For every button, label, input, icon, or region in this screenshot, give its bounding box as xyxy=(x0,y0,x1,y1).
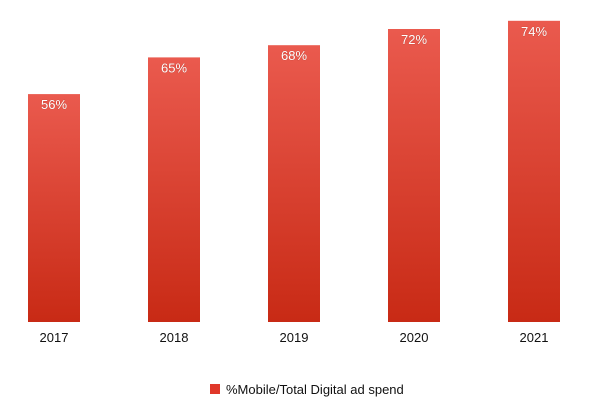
data-label-2021: 74% xyxy=(521,24,547,39)
bars-group xyxy=(28,20,560,323)
data-label-2018: 65% xyxy=(161,60,187,75)
x-tick-label-2017: 2017 xyxy=(40,330,69,345)
legend: %Mobile/Total Digital ad spend xyxy=(210,382,404,397)
bar-2018 xyxy=(148,57,200,323)
bar-2020 xyxy=(388,29,440,322)
bar-2021 xyxy=(508,20,560,323)
bar-2017 xyxy=(28,94,80,322)
data-label-2020: 72% xyxy=(401,32,427,47)
x-tick-label-2021: 2021 xyxy=(520,330,549,345)
data-label-2019: 68% xyxy=(281,48,307,63)
x-tick-label-2018: 2018 xyxy=(160,330,189,345)
data-labels-group: 56% 65% 68% 72% 74% xyxy=(41,23,548,112)
x-tick-label-2020: 2020 xyxy=(400,330,429,345)
bar-2019 xyxy=(268,45,320,322)
data-label-2017: 56% xyxy=(41,97,67,112)
legend-swatch xyxy=(210,384,220,394)
x-axis-tick-labels: 2017 2018 2019 2020 2021 xyxy=(40,330,549,345)
legend-label: %Mobile/Total Digital ad spend xyxy=(226,382,404,397)
x-tick-label-2019: 2019 xyxy=(280,330,309,345)
